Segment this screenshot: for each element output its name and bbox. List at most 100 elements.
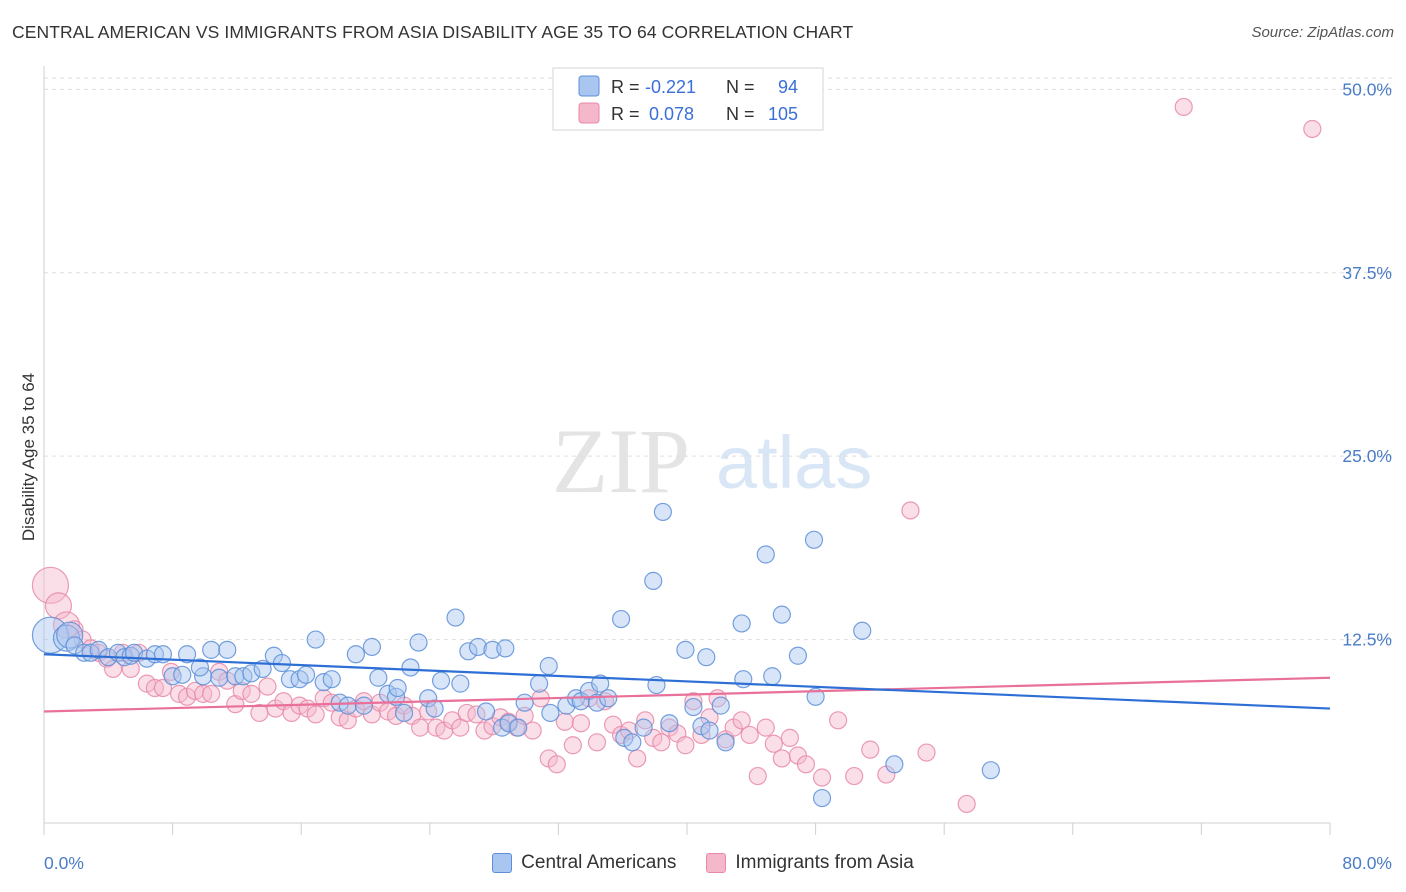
central-american-point — [515, 693, 534, 712]
legend-r-label-2: R = — [611, 104, 640, 124]
asia-point — [917, 743, 936, 762]
asia-point — [957, 794, 976, 814]
legend-swatch-blue — [578, 75, 600, 97]
y-tick-label: 50.0% — [1342, 79, 1392, 99]
asia-point — [555, 712, 574, 731]
central-american-point — [322, 670, 341, 689]
asia-point — [764, 734, 783, 753]
watermark-zip: ZIP — [552, 410, 690, 512]
central-american-point — [210, 668, 229, 687]
asia-point — [684, 692, 703, 711]
central-american-point — [496, 639, 515, 658]
central-american-point — [346, 645, 365, 664]
swatch-blue — [492, 853, 513, 873]
legend-r-value-2: 0.078 — [649, 104, 694, 124]
series-immigrants-from-asia — [31, 97, 1322, 814]
trend-line-asia — [43, 676, 1331, 713]
central-american-point — [700, 721, 719, 740]
asia-point — [547, 755, 566, 774]
central-american-point — [611, 609, 631, 629]
axes — [43, 66, 1331, 835]
central-american-point — [981, 761, 1000, 780]
central-american-point — [306, 630, 325, 649]
asia-point — [652, 733, 671, 752]
central-american-point — [31, 616, 70, 654]
central-american-point — [446, 608, 465, 627]
central-american-point — [451, 674, 470, 693]
legend-swatch-pink — [578, 102, 600, 124]
central-american-point — [634, 718, 653, 737]
asia-point — [796, 755, 816, 774]
central-american-point — [459, 642, 478, 661]
central-american-point — [587, 693, 607, 712]
asia-point — [756, 718, 775, 737]
central-american-point — [530, 674, 549, 693]
asia-point — [829, 711, 848, 730]
swatch-pink — [706, 853, 727, 873]
asia-point — [732, 711, 751, 730]
source-note: Source: ZipAtlas.com — [1251, 24, 1394, 41]
central-american-point — [885, 755, 904, 774]
y-tick-label: 25.0% — [1342, 446, 1392, 466]
central-american-point — [599, 689, 618, 708]
central-american-point — [676, 640, 695, 659]
x-tick-max: 80.0% — [1342, 853, 1392, 873]
central-american-point — [409, 633, 428, 652]
central-american-point — [732, 614, 751, 633]
central-american-point — [684, 697, 703, 717]
central-american-point — [509, 718, 528, 737]
central-american-point — [711, 696, 730, 715]
bottom-legend: Central Americans Immigrants from Asia — [0, 852, 1406, 874]
central-american-point — [173, 665, 192, 684]
central-american-point — [697, 648, 716, 667]
central-american-point — [734, 670, 753, 689]
asia-point — [845, 766, 864, 786]
legend-box: R = -0.221 N = 94 R = 0.078 N = 105 — [552, 67, 824, 131]
central-american-point — [804, 530, 824, 549]
central-american-point — [644, 571, 663, 590]
asia-point — [901, 501, 920, 520]
asia-point — [812, 768, 832, 787]
central-american-point — [853, 621, 872, 640]
central-american-point — [499, 714, 518, 733]
asia-point — [258, 677, 277, 696]
asia-point — [457, 703, 476, 723]
asia-point — [636, 711, 655, 730]
y-tick-labels: 12.5% 25.0% 37.5% 50.0% — [1342, 79, 1392, 649]
central-american-point — [812, 788, 832, 808]
asia-point — [31, 566, 70, 604]
legend-label-central-americans: Central Americans — [521, 852, 677, 873]
central-american-point — [623, 733, 642, 752]
series-central-americans — [31, 502, 1000, 808]
central-american-point — [541, 703, 560, 723]
trend-lines — [43, 653, 1331, 713]
legend-n-value-2: 105 — [768, 104, 798, 124]
legend-label-immigrants-from-asia: Immigrants from Asia — [735, 852, 914, 873]
asia-point — [563, 736, 582, 755]
central-american-point — [89, 640, 108, 659]
central-american-point — [476, 702, 496, 721]
legend-item-immigrants-from-asia: Immigrants from Asia — [706, 852, 914, 874]
y-tick-label: 37.5% — [1342, 263, 1392, 283]
central-american-point — [401, 658, 420, 677]
central-american-point — [163, 667, 182, 686]
central-american-point — [756, 545, 775, 564]
asia-point — [780, 728, 799, 747]
central-american-point — [394, 703, 414, 723]
central-american-point — [539, 656, 558, 676]
central-american-point — [65, 636, 84, 655]
asia-point — [587, 733, 607, 752]
central-american-point — [653, 502, 672, 522]
central-american-point — [296, 665, 316, 684]
asia-point — [306, 705, 325, 724]
central-american-point — [362, 637, 382, 657]
asia-point — [748, 766, 767, 786]
central-american-point — [218, 640, 237, 659]
central-american-point — [763, 667, 782, 686]
chart-title: CENTRAL AMERICAN VS IMMIGRANTS FROM ASIA… — [12, 22, 854, 42]
asia-point — [153, 678, 173, 698]
central-american-point — [425, 699, 444, 718]
central-american-point — [369, 668, 388, 687]
central-american-point — [788, 646, 808, 665]
central-american-point — [202, 640, 221, 659]
